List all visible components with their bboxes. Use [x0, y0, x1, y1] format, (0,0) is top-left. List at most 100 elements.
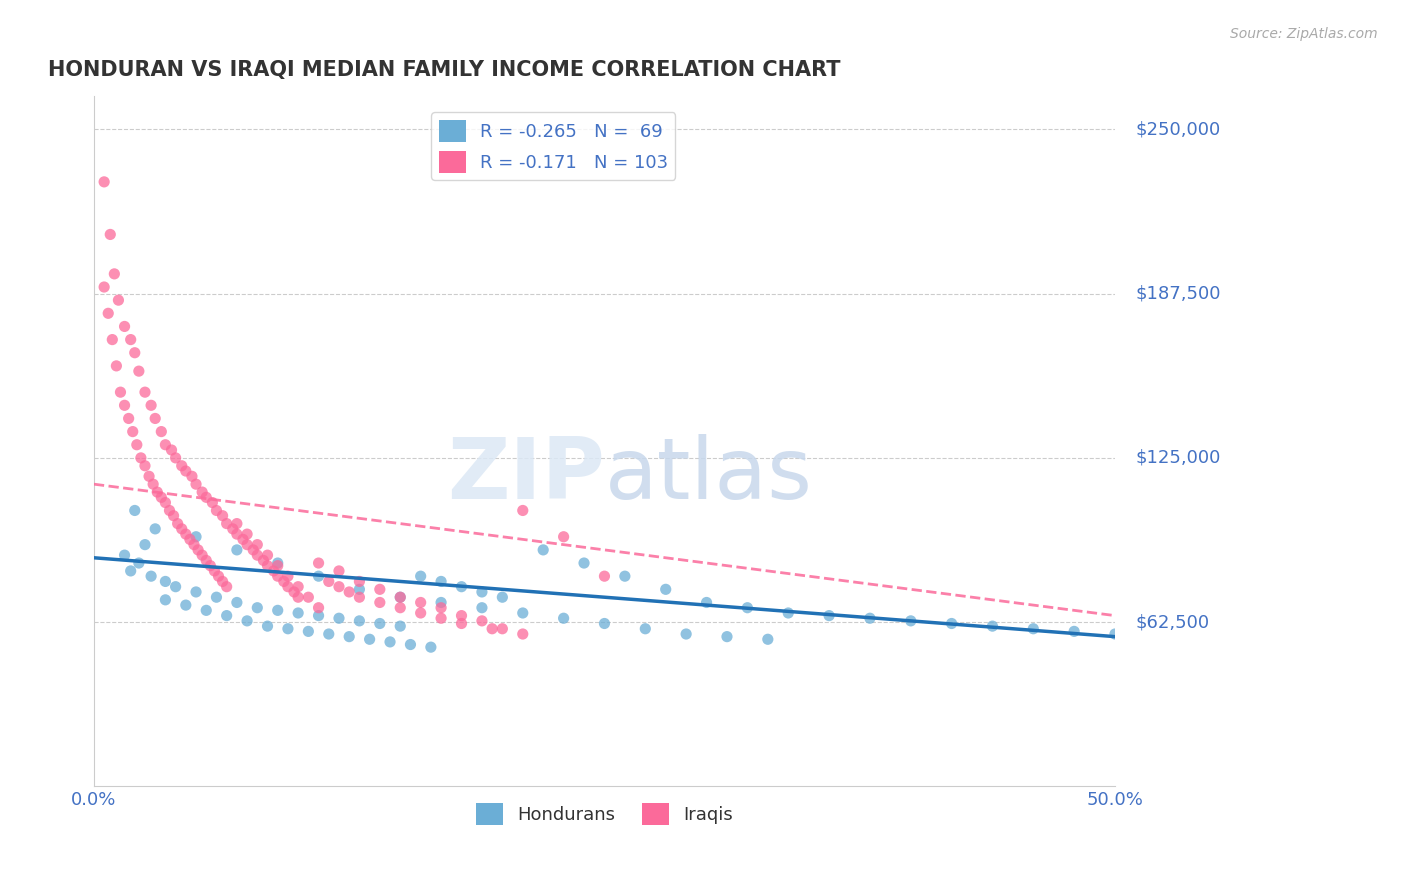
Point	[491, 622, 513, 636]
Point	[252, 553, 274, 567]
Point	[236, 527, 259, 541]
Point	[267, 556, 290, 570]
Point	[187, 542, 209, 557]
Point	[105, 359, 128, 373]
Point	[349, 574, 371, 589]
Point	[143, 411, 166, 425]
Point	[174, 598, 197, 612]
Point	[215, 580, 238, 594]
Point	[101, 333, 124, 347]
Point	[287, 591, 309, 605]
Point	[267, 558, 290, 573]
Point	[114, 398, 136, 412]
Point	[170, 522, 193, 536]
Point	[553, 530, 575, 544]
Point	[159, 503, 181, 517]
Point	[368, 616, 391, 631]
Point	[195, 603, 218, 617]
Point	[328, 564, 350, 578]
Point	[165, 580, 187, 594]
Point	[308, 600, 330, 615]
Point	[98, 227, 121, 242]
Point	[184, 477, 207, 491]
Point	[195, 491, 218, 505]
Point	[756, 632, 779, 647]
Point	[287, 580, 309, 594]
Point	[138, 469, 160, 483]
Point	[450, 616, 472, 631]
Point	[166, 516, 188, 531]
Point	[205, 591, 228, 605]
Point	[491, 591, 513, 605]
Point	[120, 564, 142, 578]
Point	[155, 574, 177, 589]
Point	[308, 569, 330, 583]
Point	[236, 538, 259, 552]
Text: $250,000: $250,000	[1136, 120, 1220, 138]
Point	[1104, 627, 1126, 641]
Point	[225, 516, 247, 531]
Point	[900, 614, 922, 628]
Point	[471, 600, 494, 615]
Point	[256, 558, 278, 573]
Point	[941, 616, 963, 631]
Point	[389, 619, 412, 633]
Point	[349, 582, 371, 597]
Point	[160, 442, 183, 457]
Point	[430, 574, 453, 589]
Point	[389, 600, 412, 615]
Point	[120, 333, 142, 347]
Point	[287, 606, 309, 620]
Point	[981, 619, 1004, 633]
Point	[1063, 624, 1085, 639]
Point	[409, 606, 432, 620]
Point	[277, 580, 299, 594]
Point	[225, 595, 247, 609]
Point	[349, 614, 371, 628]
Point	[512, 503, 534, 517]
Point	[124, 345, 146, 359]
Point	[150, 491, 173, 505]
Point	[150, 425, 173, 439]
Point	[174, 527, 197, 541]
Point	[97, 306, 120, 320]
Text: atlas: atlas	[605, 434, 813, 517]
Point	[308, 556, 330, 570]
Point	[202, 564, 225, 578]
Point	[378, 635, 401, 649]
Point	[134, 538, 156, 552]
Point	[225, 542, 247, 557]
Point	[328, 580, 350, 594]
Point	[593, 569, 616, 583]
Point	[430, 600, 453, 615]
Point	[155, 592, 177, 607]
Point	[146, 485, 169, 500]
Text: ZIP: ZIP	[447, 434, 605, 517]
Point	[634, 622, 657, 636]
Point	[613, 569, 636, 583]
Point	[110, 385, 132, 400]
Point	[512, 627, 534, 641]
Point	[179, 533, 201, 547]
Point	[273, 574, 295, 589]
Point	[93, 175, 115, 189]
Point	[531, 542, 554, 557]
Point	[512, 606, 534, 620]
Point	[737, 600, 759, 615]
Point	[359, 632, 381, 647]
Point	[225, 527, 247, 541]
Legend: Hondurans, Iraqis: Hondurans, Iraqis	[468, 797, 741, 832]
Point	[155, 495, 177, 509]
Point	[128, 364, 150, 378]
Point	[256, 619, 278, 633]
Point	[170, 458, 193, 473]
Point	[716, 630, 738, 644]
Point	[399, 638, 422, 652]
Point	[134, 385, 156, 400]
Point	[107, 293, 129, 308]
Point	[128, 556, 150, 570]
Point	[430, 595, 453, 609]
Point	[183, 538, 205, 552]
Point	[191, 485, 214, 500]
Point	[471, 585, 494, 599]
